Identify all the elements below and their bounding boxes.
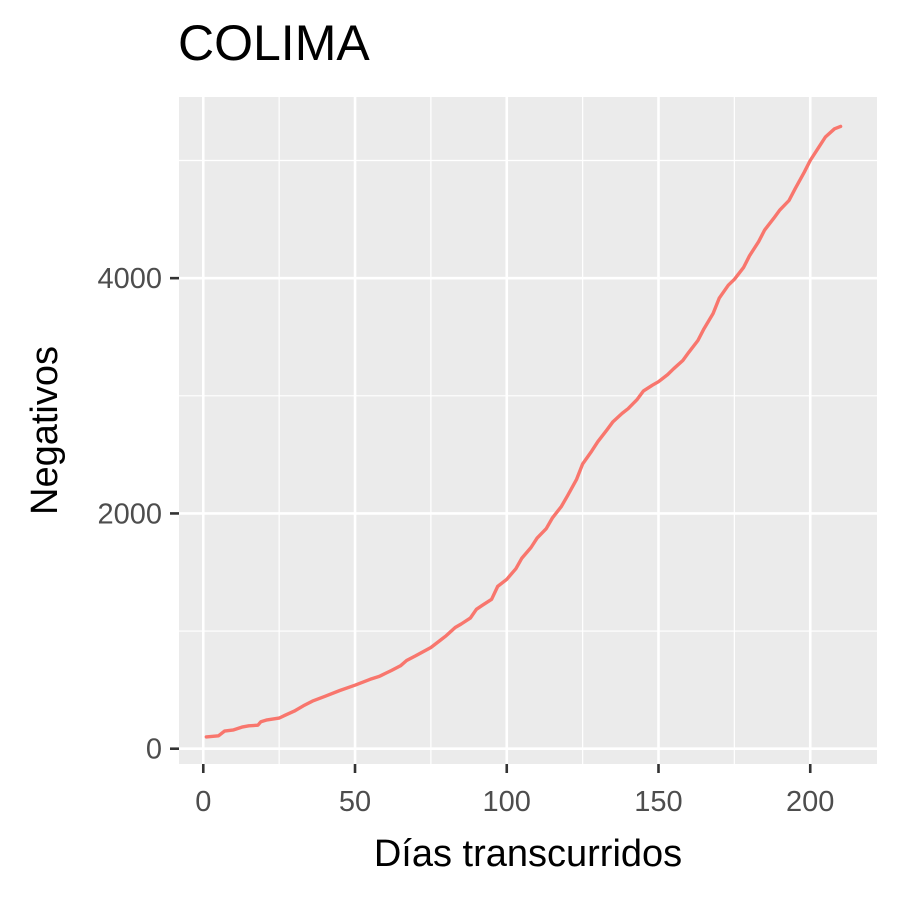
y-tick-label: 4000	[97, 263, 162, 295]
x-tick-label: 50	[339, 786, 371, 818]
series-line-0	[204, 124, 843, 739]
x-axis: 0 50 100 150 200	[195, 764, 834, 818]
chart-title: COLIMA	[178, 15, 370, 71]
y-tick-label: 0	[146, 734, 162, 766]
x-tick-label: 100	[483, 786, 531, 818]
series-group	[204, 124, 843, 739]
x-tick-label: 0	[195, 786, 211, 818]
major-gridlines	[179, 97, 877, 764]
y-axis-title: Negativos	[24, 346, 66, 515]
plot-panel	[179, 97, 877, 764]
y-axis: 0 2000 4000	[97, 263, 179, 766]
y-tick-label: 2000	[97, 498, 162, 530]
minor-gridlines	[179, 97, 877, 764]
x-axis-title: Días transcurridos	[374, 833, 682, 875]
x-tick-label: 200	[786, 786, 834, 818]
x-tick-label: 150	[634, 786, 682, 818]
